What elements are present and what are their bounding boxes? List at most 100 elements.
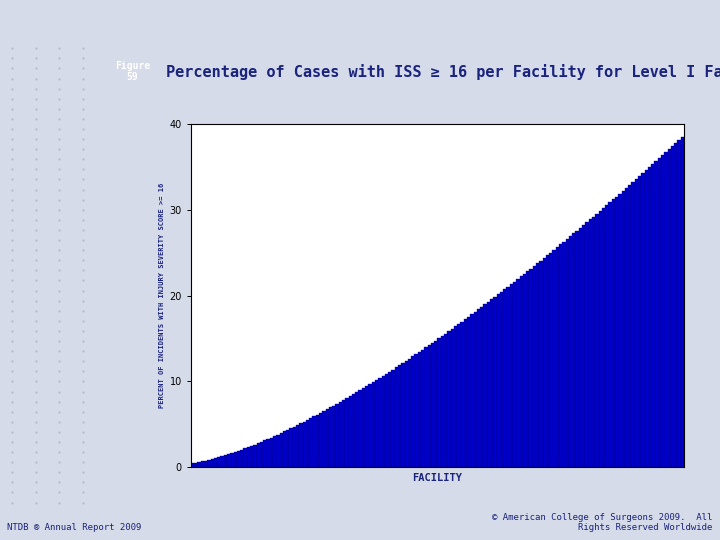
Bar bbox=[490, 300, 493, 467]
Bar bbox=[474, 312, 477, 467]
Bar bbox=[300, 423, 302, 467]
Bar bbox=[549, 253, 552, 467]
Bar bbox=[451, 329, 454, 467]
Bar bbox=[204, 461, 207, 467]
Bar bbox=[585, 222, 589, 467]
Bar bbox=[302, 422, 306, 467]
Bar bbox=[191, 463, 194, 467]
Bar bbox=[421, 350, 424, 467]
Bar bbox=[539, 261, 543, 467]
Bar bbox=[562, 241, 566, 467]
Bar bbox=[569, 236, 572, 467]
Bar bbox=[480, 307, 483, 467]
Bar bbox=[460, 322, 464, 467]
Bar bbox=[276, 435, 279, 467]
Bar bbox=[543, 258, 546, 467]
Bar bbox=[352, 394, 355, 467]
Bar bbox=[405, 361, 408, 467]
Bar bbox=[605, 205, 608, 467]
Bar bbox=[378, 378, 382, 467]
Bar bbox=[359, 390, 361, 467]
Bar bbox=[230, 453, 233, 467]
Bar bbox=[595, 214, 598, 467]
Bar bbox=[438, 338, 441, 467]
Bar bbox=[197, 462, 201, 467]
X-axis label: FACILITY: FACILITY bbox=[413, 472, 462, 483]
Bar bbox=[559, 245, 562, 467]
Bar bbox=[506, 287, 510, 467]
Bar bbox=[286, 430, 289, 467]
Bar bbox=[546, 255, 549, 467]
Bar bbox=[384, 374, 388, 467]
Bar bbox=[342, 400, 346, 467]
Bar bbox=[296, 425, 300, 467]
Bar bbox=[671, 146, 674, 467]
Bar bbox=[667, 149, 671, 467]
Bar bbox=[447, 331, 451, 467]
Bar bbox=[323, 411, 325, 467]
Text: © American College of Surgeons 2009.  All
Rights Reserved Worldwide: © American College of Surgeons 2009. All… bbox=[492, 512, 713, 532]
Bar bbox=[572, 233, 575, 467]
Bar bbox=[582, 225, 585, 467]
Bar bbox=[487, 302, 490, 467]
Text: NTDB ® Annual Report 2009: NTDB ® Annual Report 2009 bbox=[7, 523, 142, 532]
Bar bbox=[680, 137, 684, 467]
Bar bbox=[260, 442, 263, 467]
Bar bbox=[618, 194, 621, 467]
Bar bbox=[638, 176, 642, 467]
Bar bbox=[612, 199, 615, 467]
Bar bbox=[382, 376, 384, 467]
Bar bbox=[625, 188, 628, 467]
Bar bbox=[434, 341, 438, 467]
Bar bbox=[240, 450, 243, 467]
Bar bbox=[510, 284, 513, 467]
Bar bbox=[415, 354, 418, 467]
Bar bbox=[395, 367, 398, 467]
Bar bbox=[237, 451, 240, 467]
Bar bbox=[361, 388, 365, 467]
Bar bbox=[207, 460, 210, 467]
Bar bbox=[523, 274, 526, 467]
Bar bbox=[408, 359, 411, 467]
Bar bbox=[243, 449, 247, 467]
Bar bbox=[503, 289, 506, 467]
Bar bbox=[273, 436, 276, 467]
Bar bbox=[346, 398, 348, 467]
Bar bbox=[428, 345, 431, 467]
Bar bbox=[256, 443, 260, 467]
Bar bbox=[654, 161, 657, 467]
Bar bbox=[589, 219, 592, 467]
Bar bbox=[332, 406, 336, 467]
Bar bbox=[621, 191, 625, 467]
Bar bbox=[520, 276, 523, 467]
Bar bbox=[250, 446, 253, 467]
Bar bbox=[483, 305, 487, 467]
Bar bbox=[678, 140, 680, 467]
Bar bbox=[661, 156, 665, 467]
Bar bbox=[224, 455, 227, 467]
Bar bbox=[263, 441, 266, 467]
Bar bbox=[467, 317, 470, 467]
Bar bbox=[233, 452, 237, 467]
Bar bbox=[592, 217, 595, 467]
Bar bbox=[464, 319, 467, 467]
Bar bbox=[398, 365, 401, 467]
Bar bbox=[575, 231, 579, 467]
Bar bbox=[457, 324, 460, 467]
Bar bbox=[220, 456, 224, 467]
Bar bbox=[657, 158, 661, 467]
Bar bbox=[336, 404, 339, 467]
Bar bbox=[566, 239, 569, 467]
Bar bbox=[631, 182, 635, 467]
Bar bbox=[369, 384, 372, 467]
Bar bbox=[227, 454, 230, 467]
Bar bbox=[477, 309, 480, 467]
Bar bbox=[431, 343, 434, 467]
Bar bbox=[500, 292, 503, 467]
Text: Percentage of Cases with ISS ≥ 16 per Facility for Level I Facilities: Percentage of Cases with ISS ≥ 16 per Fa… bbox=[166, 64, 720, 79]
Bar bbox=[270, 437, 273, 467]
Bar bbox=[293, 427, 296, 467]
Bar bbox=[392, 369, 395, 467]
Bar bbox=[642, 173, 644, 467]
Bar bbox=[325, 409, 329, 467]
